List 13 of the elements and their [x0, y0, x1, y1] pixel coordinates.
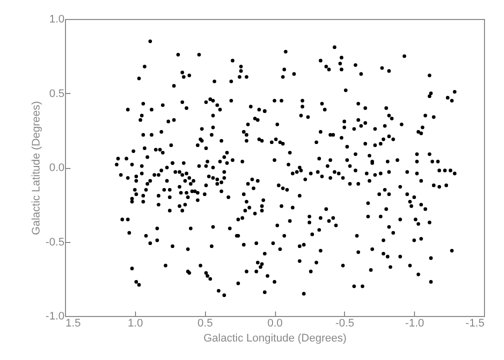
x-tick-label: 0.0 — [267, 318, 283, 330]
y-axis-title: Galactic Latitude (Degrees) — [30, 101, 43, 235]
y-tick-label: -0.5 — [46, 236, 64, 248]
y-tick-label: 0.0 — [49, 162, 64, 174]
x-tick-label: -1.5 — [466, 318, 484, 330]
x-tick-label: 1.0 — [128, 318, 143, 330]
x-tick-label: 0.5 — [198, 318, 213, 330]
x-tick-label: -1.0 — [405, 318, 424, 330]
x-tick-label: -0.5 — [335, 318, 354, 330]
x-tick-label: 1.5 — [66, 318, 81, 330]
x-axis-title: Galactic Longitude (Degrees) — [203, 332, 347, 344]
y-tick-label: 1.0 — [49, 14, 64, 26]
y-tick-label: 0.5 — [49, 88, 64, 100]
